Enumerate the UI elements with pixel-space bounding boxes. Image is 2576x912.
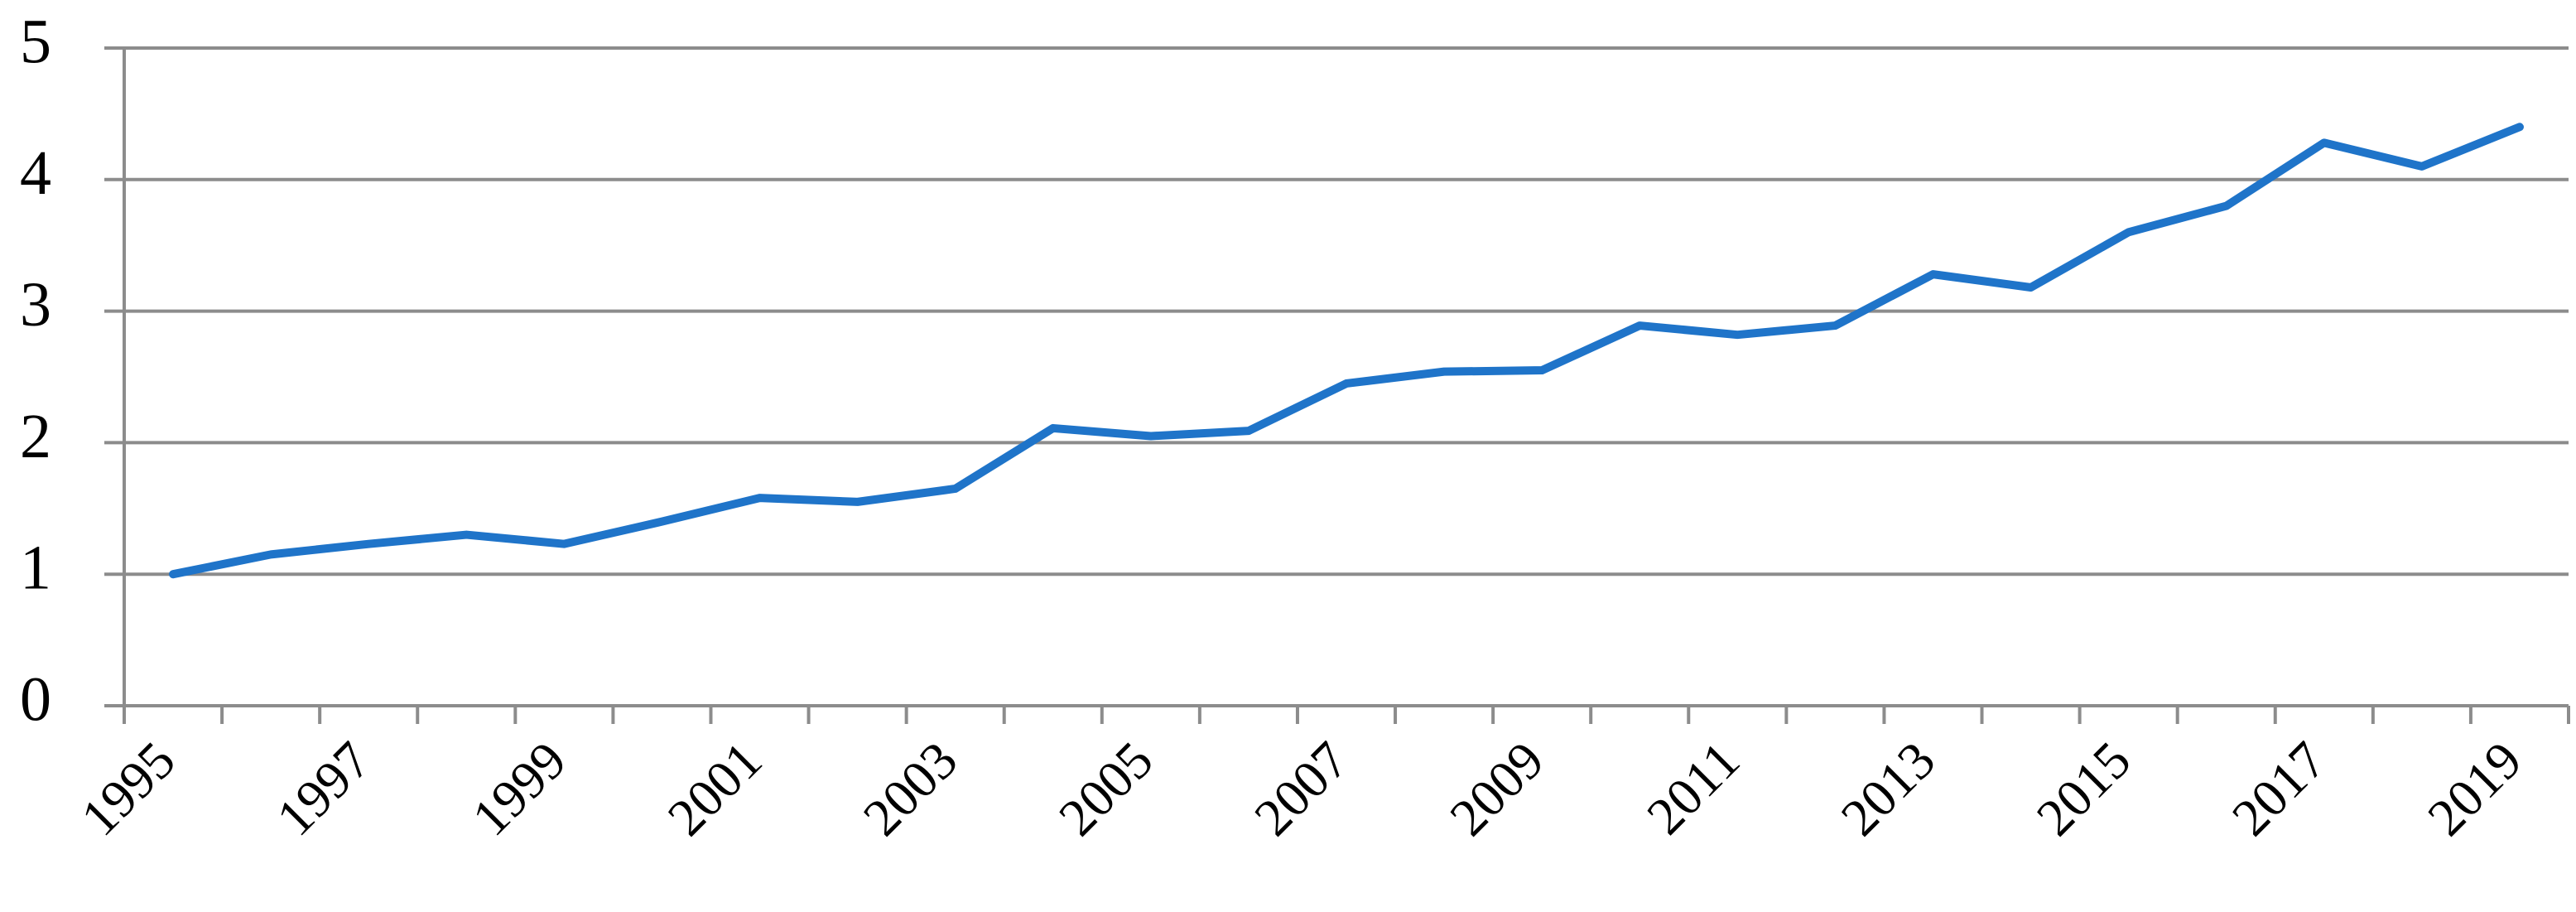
x-tick-label: 2003 (852, 731, 969, 847)
y-tick-label: 1 (20, 533, 51, 603)
data-line (169, 123, 2524, 579)
x-tick-label: 1999 (461, 731, 578, 847)
x-tick-label: 2011 (1635, 731, 1750, 846)
x-tick-label: 2009 (1438, 731, 1555, 847)
x-tick-label: 2001 (657, 731, 773, 847)
y-tick-label: 5 (20, 7, 51, 76)
x-tick-label: 2019 (2416, 731, 2533, 847)
y-tick-label: 0 (20, 664, 51, 734)
y-tick-label: 2 (20, 402, 51, 471)
y-tick-label: 3 (20, 270, 51, 340)
x-tick-label: 2005 (1047, 731, 1164, 847)
x-tick-label: 1997 (265, 731, 382, 847)
y-tick-label: 4 (20, 138, 51, 208)
x-tick-label: 1995 (70, 731, 186, 847)
x-tick-label: 2013 (1830, 731, 1947, 847)
x-tick-label: 2007 (1243, 731, 1360, 847)
x-tick-label: 2017 (2221, 731, 2338, 847)
x-tick-label: 2015 (2025, 731, 2142, 847)
